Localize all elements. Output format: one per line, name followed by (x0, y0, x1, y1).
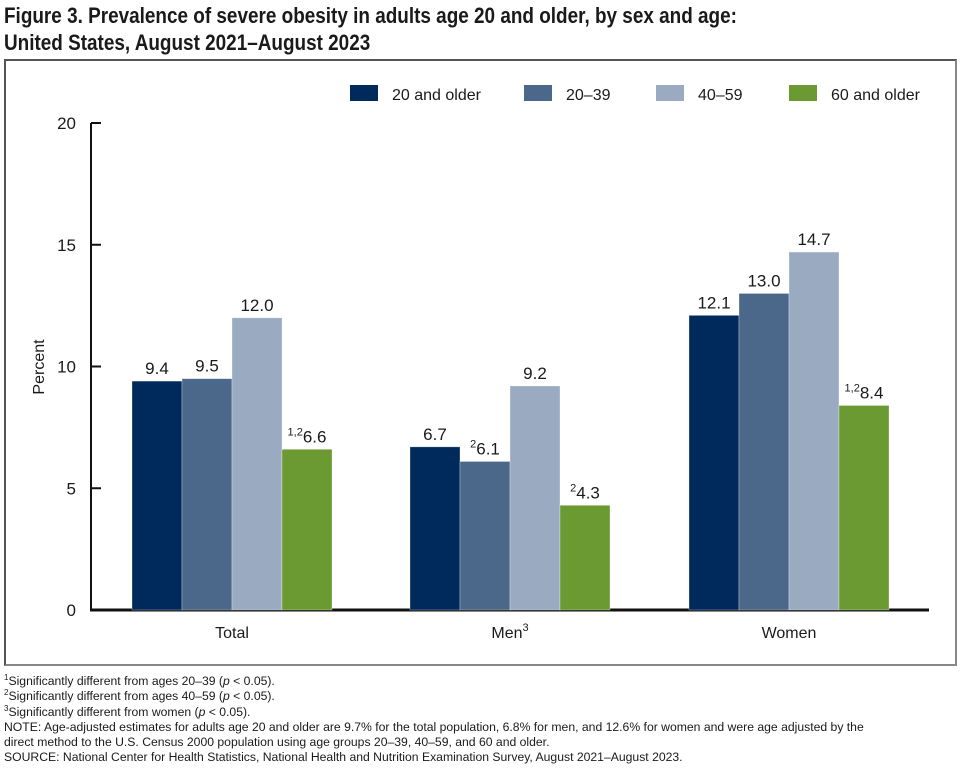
footnote-mark: 1 (4, 673, 9, 682)
data-label-superscript: 1,2 (845, 382, 860, 394)
x-tick-label: Men3 (491, 622, 528, 642)
chart-frame (4, 59, 957, 666)
bar (231, 317, 283, 611)
figure-title: Figure 3. Prevalence of severe obesity i… (4, 2, 950, 56)
footnote-2: 2Significantly different from ages 40–59… (4, 688, 275, 704)
data-label-superscript: 2 (470, 438, 476, 450)
bar (131, 380, 183, 611)
footnote-3: 3Significantly different from women (p <… (4, 703, 251, 719)
y-tick-label: 5 (67, 479, 76, 498)
legend-label: 20–39 (566, 87, 611, 104)
data-label: 1,26.6 (288, 426, 327, 446)
y-tick-label: 20 (57, 114, 76, 133)
data-label: 9.4 (145, 359, 169, 378)
bar (459, 461, 511, 611)
bar (509, 385, 561, 611)
figure-title-line-2: United States, August 2021–August 2023 (4, 30, 371, 55)
data-label: 12.0 (240, 296, 273, 315)
bar (281, 448, 333, 611)
data-label: 24.3 (570, 482, 600, 502)
note-line-1: NOTE: Age-adjusted estimates for adults … (4, 719, 864, 734)
footnotes: 1Significantly different from ages 20–39… (4, 674, 959, 766)
footnote-1: 1Significantly different from ages 20–39… (4, 673, 275, 689)
footnote-mark: 2 (4, 688, 9, 698)
bar (788, 251, 840, 611)
data-label-superscript: 2 (570, 482, 576, 494)
legend-label: 20 and older (392, 87, 482, 104)
legend-swatch (524, 85, 552, 101)
data-label: 13.0 (747, 271, 780, 290)
data-label-superscript: 1,2 (288, 426, 303, 438)
bar (559, 504, 611, 611)
y-tick-label: 15 (57, 236, 76, 255)
figure-title-line-1: Figure 3. Prevalence of severe obesity i… (4, 3, 737, 28)
legend-swatch (350, 85, 378, 101)
data-label: 9.2 (523, 364, 547, 383)
data-label: 26.1 (470, 438, 500, 458)
source-line: SOURCE: National Center for Health Stati… (4, 750, 683, 765)
x-tick-label: Women (762, 625, 817, 642)
data-label: 14.7 (797, 230, 830, 249)
data-label: 12.1 (697, 293, 730, 312)
y-tick-label: 10 (57, 358, 76, 377)
data-label: 9.5 (195, 357, 219, 376)
x-tick-label: Total (215, 625, 249, 642)
bar (738, 293, 790, 611)
legend-swatch (789, 85, 817, 101)
y-tick-label: 0 (67, 601, 76, 620)
bar (838, 405, 890, 611)
bar (409, 446, 461, 611)
data-label: 1,28.4 (845, 382, 884, 402)
legend-label: 60 and older (831, 87, 921, 104)
bar (181, 378, 233, 611)
bar (688, 315, 740, 611)
data-label: 6.7 (423, 425, 447, 444)
footnote-mark: 3 (4, 703, 9, 713)
note-line-2: direct method to the U.S. Census 2000 po… (4, 735, 550, 750)
legend-swatch (656, 85, 684, 101)
legend-label: 40–59 (698, 87, 743, 104)
y-axis-label: Percent (31, 339, 48, 395)
